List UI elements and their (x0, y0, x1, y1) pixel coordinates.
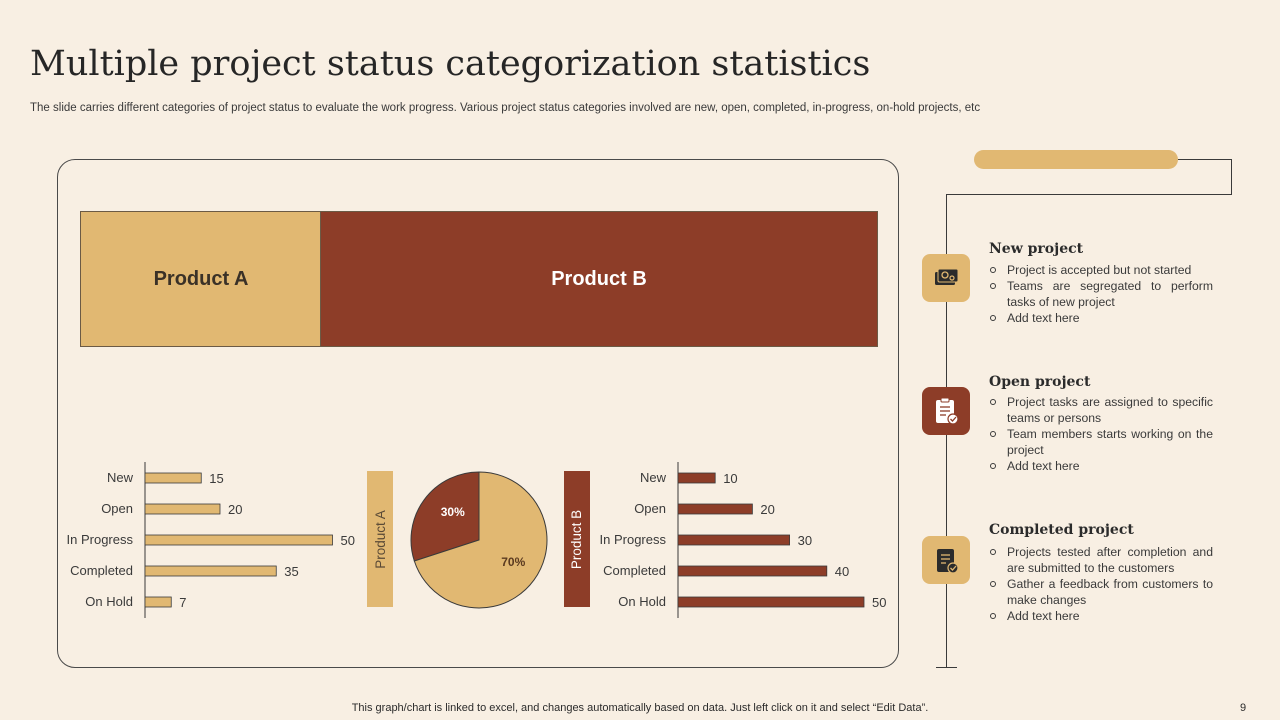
bar[interactable] (144, 472, 202, 484)
completed-project-bullets: Projects tested after completion and are… (989, 544, 1213, 624)
bar-category-label: Open (634, 501, 666, 516)
list-item: Project is accepted but not started (989, 262, 1213, 278)
new-project-icon-box (922, 254, 970, 302)
bar-value-label: 20 (760, 502, 774, 517)
bar-value-label: 35 (284, 564, 298, 579)
bar-value-label: 40 (835, 564, 849, 579)
bar[interactable] (677, 534, 790, 546)
product-b-banner-label: Product B (551, 267, 647, 290)
list-item: Add text here (989, 458, 1213, 474)
product-b-banner: Product B (320, 211, 878, 347)
clipboard-check-icon (936, 397, 959, 425)
open-project-bullets: Project tasks are assigned to specific t… (989, 394, 1213, 474)
product-a-banner: Product A (80, 211, 321, 347)
timeline-end-cap (936, 667, 957, 668)
product-a-vertical-text: Product A (372, 509, 388, 569)
money-icon (935, 268, 959, 285)
bar-value-label: 50 (872, 595, 886, 610)
bar-category-label: Completed (70, 563, 133, 578)
product-a-banner-label: Product A (153, 267, 249, 290)
bar-category-label: On Hold (85, 594, 133, 609)
bar-value-label: 10 (723, 471, 737, 486)
list-item: Project tasks are assigned to specific t… (989, 394, 1213, 426)
pie-slice[interactable] (413, 471, 548, 609)
bar[interactable] (144, 596, 172, 608)
bar[interactable] (144, 503, 221, 515)
bar-category-label: In Progress (600, 532, 667, 547)
bar[interactable] (677, 596, 865, 608)
bar[interactable] (677, 472, 716, 484)
list-item: Add text here (989, 608, 1213, 624)
bar[interactable] (144, 565, 277, 577)
list-item: Projects tested after completion and are… (989, 544, 1213, 576)
list-item: Team members starts working on the proje… (989, 426, 1213, 458)
pie-slice-label: 30% (441, 505, 465, 519)
page-number: 9 (1240, 702, 1247, 714)
list-item: Add text here (989, 310, 1213, 326)
bar-category-label: New (107, 470, 134, 485)
open-project-heading: Open project (989, 374, 1091, 390)
product-b-vertical-label: Product B (564, 471, 590, 607)
product-a-vertical-label: Product A (367, 471, 393, 607)
product-a-bar-chart: New 15 Open 20 In Progress 50 Completed 35 On Ho… (67, 462, 355, 618)
bar-category-label: New (640, 470, 667, 485)
timeline-connector-horizontal-top (1178, 159, 1232, 160)
open-project-icon-box (922, 387, 970, 435)
bar-value-label: 15 (209, 471, 223, 486)
footer-note: This graph/chart is linked to excel, and… (351, 702, 929, 714)
list-item: Gather a feedback from customers to make… (989, 576, 1213, 608)
timeline-connector-vertical (1231, 159, 1232, 195)
product-b-vertical-text: Product B (569, 509, 585, 569)
product-share-pie-chart: 30% 70% (410, 471, 548, 609)
new-project-bullets: Project is accepted but not started Team… (989, 262, 1213, 326)
bar-value-label: 30 (798, 533, 812, 548)
list-item: Teams are segregated to perform tasks of… (989, 278, 1213, 310)
bar-category-label: On Hold (618, 594, 666, 609)
new-project-heading: New project (989, 241, 1084, 257)
checklist-icon (937, 549, 959, 574)
bar-value-label: 20 (228, 502, 242, 517)
bar-category-label: Open (101, 501, 133, 516)
bar-category-label: In Progress (67, 532, 134, 547)
page-title: Multiple project status categorization s… (30, 44, 871, 84)
bar-value-label: 7 (179, 595, 186, 610)
page-subtitle: The slide carries different categories o… (30, 102, 981, 114)
bar-category-label: Completed (603, 563, 666, 578)
bar[interactable] (144, 534, 333, 546)
completed-project-heading: Completed project (989, 522, 1134, 538)
timeline-connector-horizontal (946, 194, 1232, 195)
bar-value-label: 50 (341, 533, 355, 548)
bar[interactable] (677, 503, 753, 515)
product-b-bar-chart: New 10 Open 20 In Progress 30 Completed 40 On Ho… (600, 462, 886, 618)
completed-project-icon-box (922, 536, 970, 584)
pie-slice-label: 70% (501, 555, 525, 569)
timeline-pill (974, 150, 1178, 169)
pie-slice[interactable] (410, 471, 480, 562)
chart-panel (57, 159, 899, 668)
bar[interactable] (677, 565, 828, 577)
